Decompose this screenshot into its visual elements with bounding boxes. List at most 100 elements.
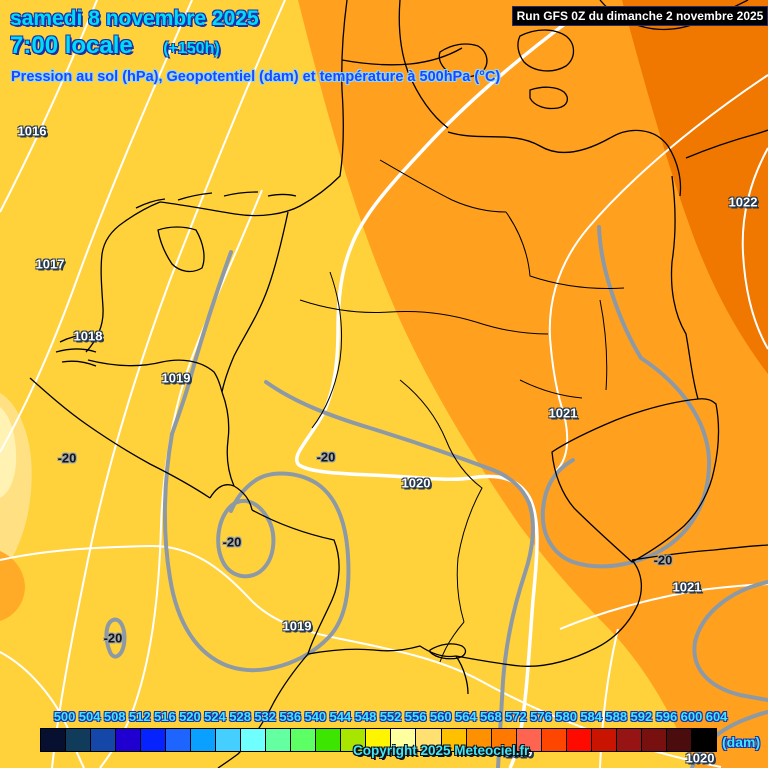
border-ch-de	[307, 645, 457, 658]
scale-swatch	[591, 729, 617, 751]
scale-value: 524	[204, 709, 226, 724]
scale-swatch	[191, 729, 217, 751]
run-info-box: Run GFS 0Z du dimanche 2 novembre 2025	[512, 6, 768, 26]
scale-swatch	[141, 729, 167, 751]
isobar-1021-north	[548, 74, 768, 472]
isobar-1021-south	[559, 583, 768, 630]
zone-sw-warm-patch	[0, 551, 25, 621]
state-border-niedersachsen	[299, 299, 477, 323]
temp-contour-sw-loop	[162, 432, 351, 672]
state-border-brandenburg	[599, 299, 608, 391]
scale-swatch	[566, 729, 592, 751]
scale-value: 604	[705, 709, 728, 724]
map-subtitle: Pression au sol (hPa), Geopotentiel (dam…	[11, 69, 501, 85]
scale-swatch	[441, 729, 467, 751]
isobar-1020-main	[295, 18, 572, 768]
coast-holland	[85, 201, 161, 353]
isobar-1018	[51, 0, 286, 768]
border-at-cz	[631, 544, 768, 561]
forecast-date: samedi 8 novembre 2025	[10, 7, 259, 30]
scale-swatch	[641, 729, 667, 751]
scale-swatch	[116, 729, 142, 751]
scale-swatch	[341, 729, 367, 751]
temp-contour-central	[264, 380, 535, 768]
scale-value: 556	[404, 709, 427, 724]
scale-value: 548	[354, 709, 377, 724]
scale-value: 516	[154, 709, 176, 724]
scale-swatch	[266, 729, 292, 751]
lake-ijsselmeer	[157, 226, 205, 273]
border-lux	[209, 391, 253, 511]
forecast-time: 7:00 locale	[10, 32, 133, 60]
scale-value: 568	[480, 709, 502, 724]
coast-zeeland	[55, 334, 97, 367]
scale-swatch	[66, 729, 92, 751]
scale-swatch	[291, 729, 317, 751]
state-border-bayern-west	[399, 379, 483, 623]
temp-contour-nl	[170, 250, 233, 436]
island-sjaelland	[517, 29, 575, 72]
copyright-text: Copyright 2025 Meteociel.fr	[353, 743, 530, 758]
scale-value: 508	[103, 709, 126, 724]
isobar-1022	[741, 147, 768, 350]
isobar-1016	[0, 0, 98, 213]
coast-german-bight-jutland	[159, 0, 348, 217]
forecast-time-row: 7:00 locale (+150h)	[10, 33, 259, 58]
run-info-text: Run GFS 0Z du dimanche 2 novembre 2025	[516, 9, 764, 23]
scale-value: 580	[555, 709, 577, 724]
scale-value: 592	[630, 709, 653, 724]
temp-contour-se	[692, 580, 768, 702]
scale-swatch	[516, 729, 542, 751]
coast-schleswig-east	[398, 0, 449, 129]
border-de-at	[455, 559, 643, 667]
scale-swatch	[41, 729, 67, 751]
scale-value: 600	[680, 709, 703, 724]
scale-swatch	[491, 729, 517, 751]
scale-value: 536	[279, 709, 302, 724]
scale-unit-label: (dam)	[722, 734, 761, 750]
scale-value: 552	[379, 709, 402, 724]
state-border-thueringen	[475, 321, 583, 399]
scale-value: 520	[179, 709, 201, 724]
temp-contour-inner-loop	[216, 498, 276, 579]
scale-swatch	[666, 729, 692, 751]
coast-wadden-islands	[135, 191, 297, 209]
scale-swatch	[416, 729, 442, 751]
scale-color-bar	[40, 728, 717, 752]
scale-value: 540	[304, 709, 327, 724]
scale-value: 532	[254, 709, 277, 724]
coast-poland	[685, 129, 768, 159]
scale-swatch	[316, 729, 342, 751]
border-fr-de	[251, 509, 340, 655]
scale-value: 576	[530, 709, 552, 724]
forecast-offset: (+150h)	[163, 40, 220, 58]
scale-swatch	[166, 729, 192, 751]
scale-value: 504	[78, 709, 101, 724]
scale-value: 560	[429, 709, 452, 724]
lake-constance	[429, 643, 467, 660]
border-dk-de	[341, 47, 463, 66]
zone-552-556	[298, 0, 768, 768]
scale-swatch	[466, 729, 492, 751]
forecast-header: samedi 8 novembre 2025 7:00 locale (+150…	[10, 7, 259, 58]
state-border-allgaeu	[439, 621, 465, 663]
border-be-nl	[87, 359, 223, 393]
state-border-mecklenburg	[505, 211, 625, 289]
scale-value: 572	[505, 709, 527, 724]
scale-value: 596	[655, 709, 678, 724]
state-border-elbe	[379, 159, 507, 213]
scale-value: 564	[454, 709, 477, 724]
isobar-sw-arc	[0, 651, 85, 768]
border-be-fr	[29, 377, 211, 499]
scale-value-labels: 500 504 508 512 516 520 524 528 532 536 540 544 548 5…	[52, 709, 729, 726]
scale-swatch	[391, 729, 417, 751]
scale-swatch	[541, 729, 567, 751]
scale-value: 544	[329, 709, 352, 724]
state-border-nrw	[311, 271, 342, 429]
zone-556-560	[622, 0, 768, 374]
scale-swatch	[216, 729, 242, 751]
border-bohemia	[551, 398, 720, 563]
island-fyn	[438, 43, 488, 78]
